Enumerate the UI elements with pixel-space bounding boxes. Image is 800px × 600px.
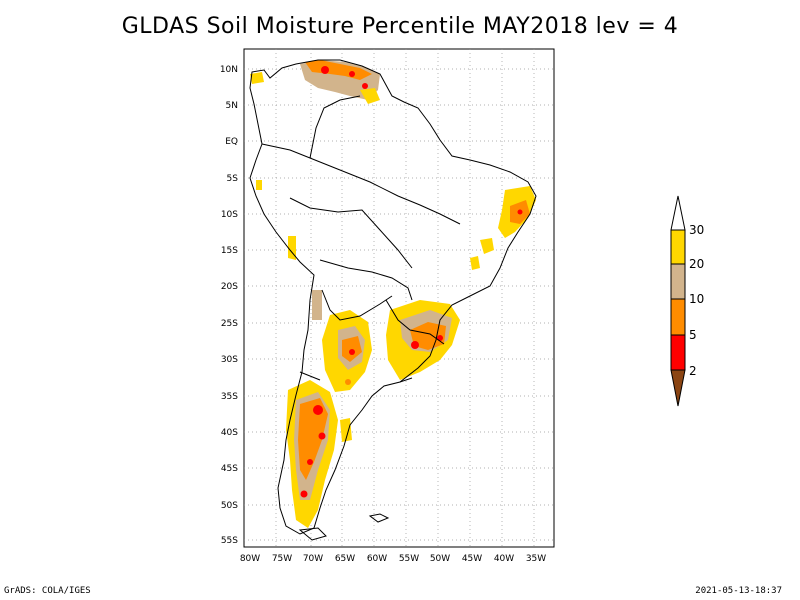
legend-swatch-20-30 bbox=[670, 229, 686, 265]
lon-tick-label: 55W bbox=[399, 554, 419, 564]
lat-tick-label: 5S bbox=[227, 174, 239, 184]
lat-tick-label: 45S bbox=[221, 464, 238, 474]
legend-label: 20 bbox=[689, 257, 704, 271]
legend-label: 10 bbox=[689, 292, 704, 306]
longitude-gridlines bbox=[275, 49, 535, 547]
legend-swatch-10-20 bbox=[670, 263, 686, 300]
lat-tick-label: 25S bbox=[221, 319, 238, 329]
lat-tick-label: 55S bbox=[221, 536, 238, 546]
legend-label: 5 bbox=[689, 328, 697, 342]
lat-tick-label: 15S bbox=[221, 246, 238, 256]
map-frame bbox=[243, 48, 555, 548]
lat-tick-label: 10N bbox=[220, 65, 238, 75]
legend-bottom-arrow bbox=[670, 369, 686, 407]
lon-tick-label: 65W bbox=[335, 554, 355, 564]
map-title: GLDAS Soil Moisture Percentile MAY2018 l… bbox=[121, 14, 679, 39]
footer-software-credit: GrADS: COLA/IGES bbox=[4, 586, 91, 596]
longitude-tick-labels: 80W 75W 70W 65W 60W 55W 50W 45W 40W 35W bbox=[240, 554, 546, 564]
lon-tick-label: 75W bbox=[272, 554, 292, 564]
footer-timestamp: 2021-05-13-18:37 bbox=[695, 586, 782, 596]
lat-tick-label: 20S bbox=[221, 282, 238, 292]
lat-tick-label: EQ bbox=[225, 137, 238, 147]
legend-swatch-2-5 bbox=[670, 334, 686, 371]
legend-top-arrow bbox=[670, 195, 686, 231]
lat-tick-label: 5N bbox=[226, 101, 238, 111]
color-legend: 30 20 10 5 2 bbox=[670, 195, 704, 407]
lat-tick-label: 10S bbox=[221, 210, 238, 220]
coastlines-and-borders bbox=[249, 59, 537, 541]
lon-tick-label: 50W bbox=[430, 554, 450, 564]
lon-tick-label: 45W bbox=[462, 554, 482, 564]
legend-swatch-5-10 bbox=[670, 298, 686, 336]
lon-tick-label: 40W bbox=[494, 554, 514, 564]
lat-tick-label: 40S bbox=[221, 428, 238, 438]
legend-label: 30 bbox=[689, 223, 704, 237]
lon-tick-label: 70W bbox=[303, 554, 323, 564]
latitude-tick-labels: 10N 5N EQ 5S 10S 15S 20S 25S 30S 35S 40S… bbox=[220, 65, 238, 546]
lat-tick-label: 50S bbox=[221, 501, 238, 511]
lat-tick-label: 30S bbox=[221, 355, 238, 365]
percentile-shading bbox=[250, 60, 536, 528]
lon-tick-label: 60W bbox=[367, 554, 387, 564]
lon-tick-label: 35W bbox=[526, 554, 546, 564]
lat-tick-label: 35S bbox=[221, 392, 238, 402]
legend-label: 2 bbox=[689, 364, 697, 378]
lon-tick-label: 80W bbox=[240, 554, 260, 564]
